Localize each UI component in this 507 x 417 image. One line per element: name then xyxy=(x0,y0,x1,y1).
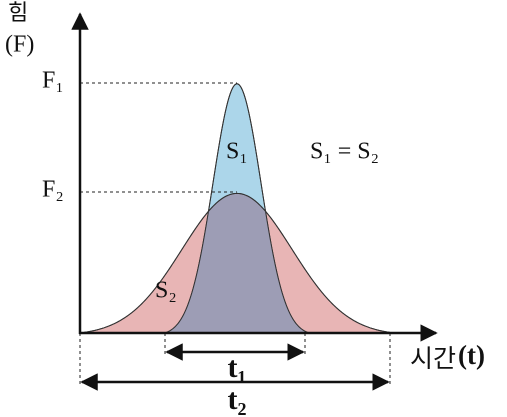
f1-label: F₁ xyxy=(42,68,64,94)
x-label-symbol: (t) xyxy=(458,340,485,370)
curve-s1-outline xyxy=(164,83,310,334)
s2-label: S₂ xyxy=(155,278,177,304)
y-label-symbol: (F) xyxy=(5,32,34,58)
overlap-area xyxy=(165,192,309,333)
y-label: 힘 xyxy=(8,1,28,26)
t2-label: t₂ xyxy=(228,383,247,416)
x-label: 시간 xyxy=(410,344,456,373)
area-equation: S₁ = S₂ xyxy=(310,139,379,165)
f2-label: F₂ xyxy=(42,177,64,203)
curve-s2-outline xyxy=(79,192,395,334)
s1-label: S₁ xyxy=(226,139,248,165)
t1-label: t₁ xyxy=(228,351,247,384)
